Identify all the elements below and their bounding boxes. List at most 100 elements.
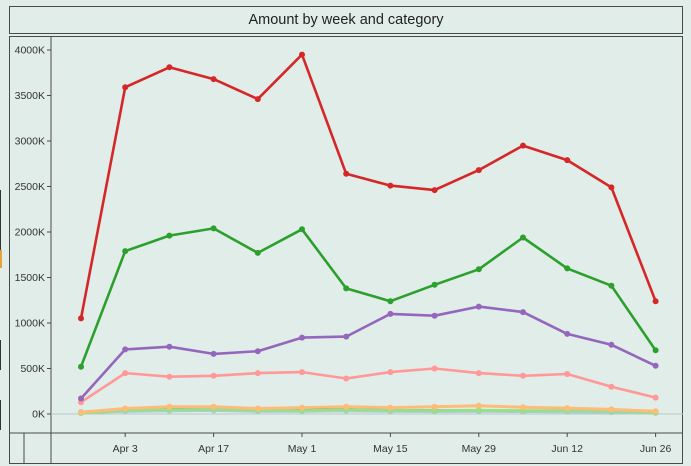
- data-point: [210, 76, 217, 83]
- data-point: [210, 403, 217, 410]
- data-point: [564, 157, 571, 164]
- x-tick-label: May 1: [288, 443, 317, 455]
- data-point: [387, 182, 394, 189]
- x-tick-label: May 29: [462, 443, 497, 455]
- left-edge-mark: [0, 250, 2, 268]
- series-group: [78, 402, 659, 416]
- data-point: [122, 346, 129, 353]
- y-tick-label: 2500K: [15, 181, 45, 193]
- data-point: [608, 341, 615, 348]
- data-point: [387, 404, 394, 411]
- data-point: [343, 170, 350, 177]
- left-edge-mark: [0, 400, 1, 430]
- series-line: [79, 227, 657, 369]
- data-point: [431, 365, 438, 372]
- data-point: [343, 375, 350, 382]
- series-layer: [78, 51, 659, 417]
- series-line: [79, 407, 658, 415]
- data-point: [564, 330, 571, 337]
- data-point: [166, 232, 173, 239]
- data-point: [475, 266, 482, 273]
- data-point: [210, 372, 217, 379]
- data-point: [210, 225, 217, 232]
- y-tick-label: 2000K: [15, 227, 45, 239]
- data-point: [254, 370, 261, 377]
- data-point: [254, 348, 261, 355]
- data-point: [78, 363, 84, 370]
- data-point: [210, 350, 217, 357]
- y-tick-label: 500K: [20, 363, 45, 375]
- data-point: [564, 405, 571, 412]
- data-point: [608, 406, 615, 413]
- y-tick-label: 3000K: [15, 136, 45, 148]
- data-point: [166, 373, 173, 380]
- data-point: [475, 303, 482, 310]
- left-edge-mark: [0, 190, 1, 250]
- data-point: [299, 226, 305, 233]
- data-point: [78, 315, 84, 322]
- data-point: [254, 249, 261, 256]
- x-tick-label: Jun 12: [551, 443, 583, 455]
- data-point: [78, 395, 84, 402]
- data-point: [608, 184, 615, 191]
- axes: 0K 500K 1000K 1500K 2000K 2500K 3000K 3500K 4000…: [9, 37, 683, 464]
- chart-title: Amount by week and category: [248, 12, 444, 28]
- data-point: [254, 96, 261, 103]
- series-line: [79, 367, 657, 404]
- data-point: [387, 298, 394, 305]
- data-point: [299, 404, 305, 411]
- y-tick-label: 1500K: [15, 272, 45, 284]
- data-point: [299, 51, 305, 58]
- data-point: [652, 362, 659, 369]
- series-line: [79, 53, 657, 320]
- data-point: [652, 408, 659, 415]
- data-point: [608, 383, 615, 390]
- data-point: [122, 84, 129, 91]
- data-point: [78, 409, 84, 416]
- data-point: [122, 248, 129, 255]
- series-line: [79, 404, 658, 414]
- data-point: [387, 369, 394, 376]
- data-point: [608, 282, 615, 289]
- x-tick-label: Jun 26: [640, 443, 672, 455]
- y-tick-label: 4000K: [15, 45, 45, 57]
- data-point: [564, 265, 571, 272]
- data-point: [520, 142, 526, 149]
- left-edge-mark: [0, 340, 1, 370]
- data-point: [254, 405, 261, 412]
- series-group: [78, 365, 659, 406]
- data-point: [343, 403, 350, 410]
- y-tick-label: 3500K: [15, 90, 45, 102]
- data-point: [520, 404, 526, 411]
- data-point: [343, 285, 350, 292]
- data-point: [520, 372, 526, 379]
- data-point: [166, 343, 173, 350]
- data-point: [431, 312, 438, 319]
- y-tick-label: 1000K: [15, 318, 45, 330]
- data-point: [652, 394, 659, 401]
- data-point: [387, 310, 394, 317]
- data-point: [564, 371, 571, 377]
- data-point: [431, 407, 438, 414]
- data-point: [520, 234, 526, 241]
- data-point: [431, 187, 438, 194]
- data-point: [475, 167, 482, 174]
- data-point: [166, 64, 173, 71]
- data-point: [299, 334, 305, 341]
- x-tick-label: Apr 17: [198, 443, 229, 455]
- data-point: [475, 402, 482, 409]
- data-point: [431, 403, 438, 410]
- series-group: [78, 225, 659, 370]
- data-point: [122, 405, 129, 412]
- series-group: [78, 303, 659, 402]
- series-group: [78, 51, 659, 322]
- data-point: [431, 281, 438, 288]
- chart-title-bar: Amount by week and category: [9, 6, 683, 34]
- y-tick-label: 0K: [32, 409, 45, 421]
- data-point: [343, 333, 350, 340]
- x-tick-label: Apr 3: [113, 443, 138, 455]
- x-tick-label: May 15: [373, 443, 408, 455]
- data-point: [652, 347, 659, 354]
- data-point: [475, 370, 482, 377]
